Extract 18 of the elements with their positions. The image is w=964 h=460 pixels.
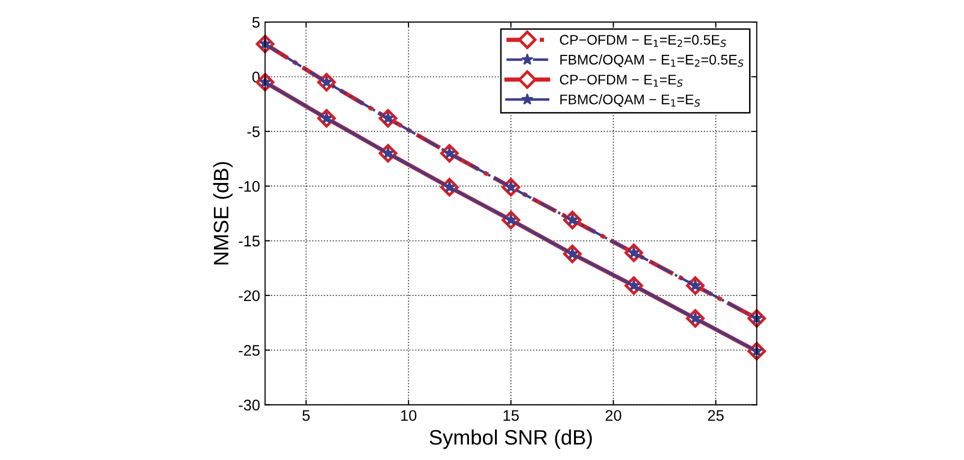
y-tick-label: -10 [238, 180, 260, 192]
x-tick-label: 20 [606, 410, 622, 421]
y-tick-label: -30 [238, 400, 260, 410]
x-tick-label: 25 [708, 410, 724, 421]
y-tick-label: -25 [238, 344, 260, 356]
legend-label: FBMC/OQAM − E$_{1}$=E$_{2}$=0.5E$_{S}$ [560, 54, 744, 68]
y-tick-label: -15 [238, 236, 260, 246]
y-tick-label: 5 [252, 17, 260, 28]
legend-label: CP−OFDM − E$_{1}$=E$_{S}$ [560, 74, 683, 87]
y-tick-label: -5 [247, 126, 260, 138]
x-axis-title: Symbol SNR (dB) [430, 429, 592, 449]
legend-label: FBMC/OQAM − E$_{1}$=E$_{S}$ [560, 94, 700, 107]
x-tick-label: 5 [302, 410, 310, 421]
legend-label: CP−OFDM − E$_{1}$=E$_{2}$=0.5E$_{S}$ [560, 34, 726, 48]
y-tick-label: -20 [238, 290, 260, 302]
y-axis-title: NMSE (dB) [213, 162, 233, 264]
x-tick-label: 10 [401, 410, 416, 421]
x-tick-label: 15 [504, 410, 519, 421]
